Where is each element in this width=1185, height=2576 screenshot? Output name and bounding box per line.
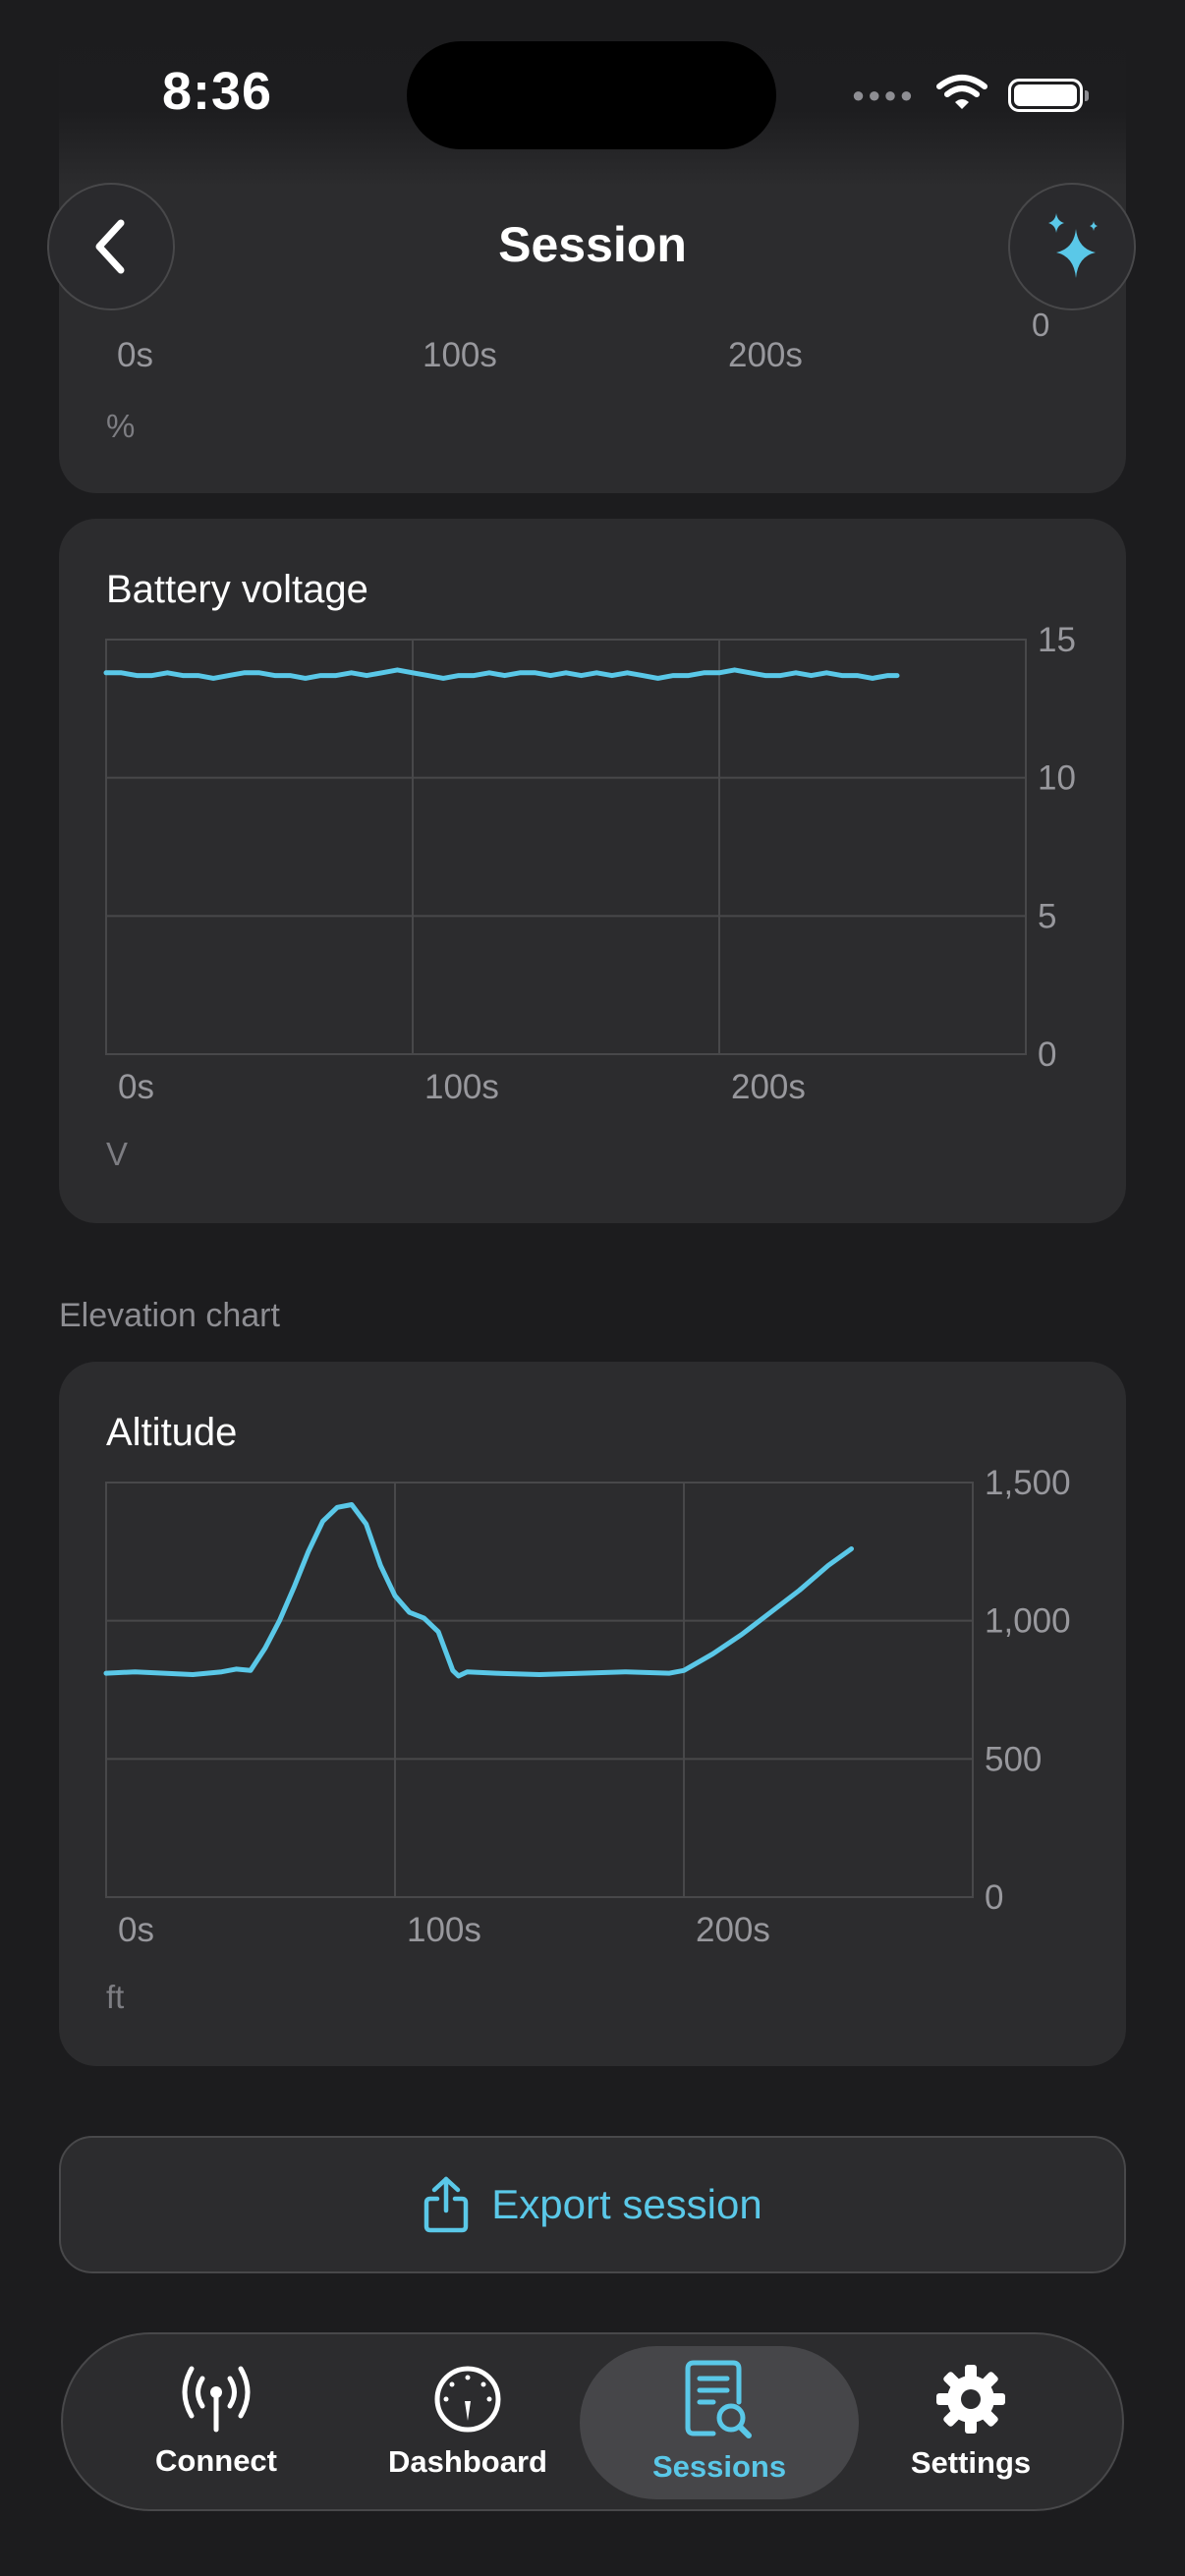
y-tick-label: 5	[1038, 897, 1056, 935]
y-tick-label: 0	[1038, 1036, 1056, 1074]
wifi-icon	[935, 73, 988, 117]
tab-label: Dashboard	[388, 2444, 547, 2479]
dynamic-island	[407, 41, 776, 149]
y-tick-label: 10	[1038, 759, 1076, 798]
tab-label: Connect	[155, 2443, 277, 2478]
section-label: Elevation chart	[59, 1297, 280, 1334]
status-icons: ●●●●	[851, 73, 1089, 117]
ai-assist-button[interactable]	[1008, 183, 1136, 310]
export-session-button[interactable]: Export session	[59, 2136, 1126, 2273]
chart-unit-label: V	[106, 1136, 129, 1172]
back-button[interactable]	[47, 183, 175, 310]
altitude-card: Altitude 1,500 1,000 500 0 0s 100s 200s ft	[59, 1362, 1126, 2066]
chart-title: Altitude	[106, 1411, 238, 1454]
document-search-icon	[685, 2360, 752, 2438]
cellular-signal-icon: ●●●●	[851, 82, 916, 107]
plot-area	[105, 639, 1027, 1055]
chart-unit-label: %	[106, 408, 136, 444]
x-tick-label: 100s	[424, 1068, 499, 1106]
series-line	[103, 1502, 854, 1679]
export-session-label: Export session	[491, 2181, 762, 2227]
gauge-icon	[434, 2366, 501, 2433]
chevron-left-icon	[95, 219, 125, 274]
tab-bar: Connect Dashboard Sessions	[61, 2332, 1124, 2511]
chart-unit-label: ft	[106, 1979, 125, 2015]
plot-area	[105, 1482, 974, 1898]
chart-title: Battery voltage	[106, 568, 368, 611]
battery-voltage-card: Battery voltage 15 10 5 0 0s 100s 200s V	[59, 519, 1126, 1223]
x-tick-label: 0s	[118, 1911, 154, 1949]
altitude-chart: 1,500 1,000 500 0 0s 100s 200s	[103, 1464, 1071, 1949]
x-tick-label: 0s	[117, 336, 153, 374]
tab-label: Settings	[910, 2445, 1032, 2480]
y-tick-label: 500	[985, 1740, 1042, 1778]
x-tick-label: 100s	[407, 1911, 481, 1949]
battery-voltage-chart: 15 10 5 0 0s 100s 200s	[103, 621, 1076, 1106]
page-title: Session	[498, 217, 687, 272]
status-time: 8:36	[162, 62, 273, 121]
y-tick-label: 1,000	[985, 1602, 1071, 1641]
tab-settings[interactable]: Settings	[843, 2334, 1099, 2509]
y-tick-label: 15	[1038, 621, 1076, 659]
x-tick-label: 100s	[423, 336, 497, 374]
tab-dashboard[interactable]: Dashboard	[340, 2334, 595, 2509]
tab-connect[interactable]: Connect	[88, 2334, 344, 2509]
tab-label: Sessions	[651, 2449, 787, 2484]
antenna-icon	[182, 2366, 251, 2433]
x-tick-label: 200s	[696, 1911, 770, 1949]
status-bar: 8:36 ●●●●	[0, 0, 1185, 187]
gear-icon	[936, 2365, 1005, 2434]
series-line	[103, 667, 900, 681]
y-tick-label: 0	[985, 1878, 1003, 1917]
x-tick-label: 200s	[728, 336, 803, 374]
tab-sessions[interactable]: Sessions	[592, 2334, 847, 2509]
share-icon	[424, 2176, 469, 2233]
y-tick-label: 0	[1032, 307, 1050, 343]
battery-icon	[1008, 78, 1089, 112]
x-tick-label: 200s	[731, 1068, 806, 1106]
x-tick-label: 0s	[118, 1068, 154, 1106]
sparkles-icon	[1048, 213, 1098, 278]
y-tick-label: 1,500	[985, 1464, 1071, 1502]
